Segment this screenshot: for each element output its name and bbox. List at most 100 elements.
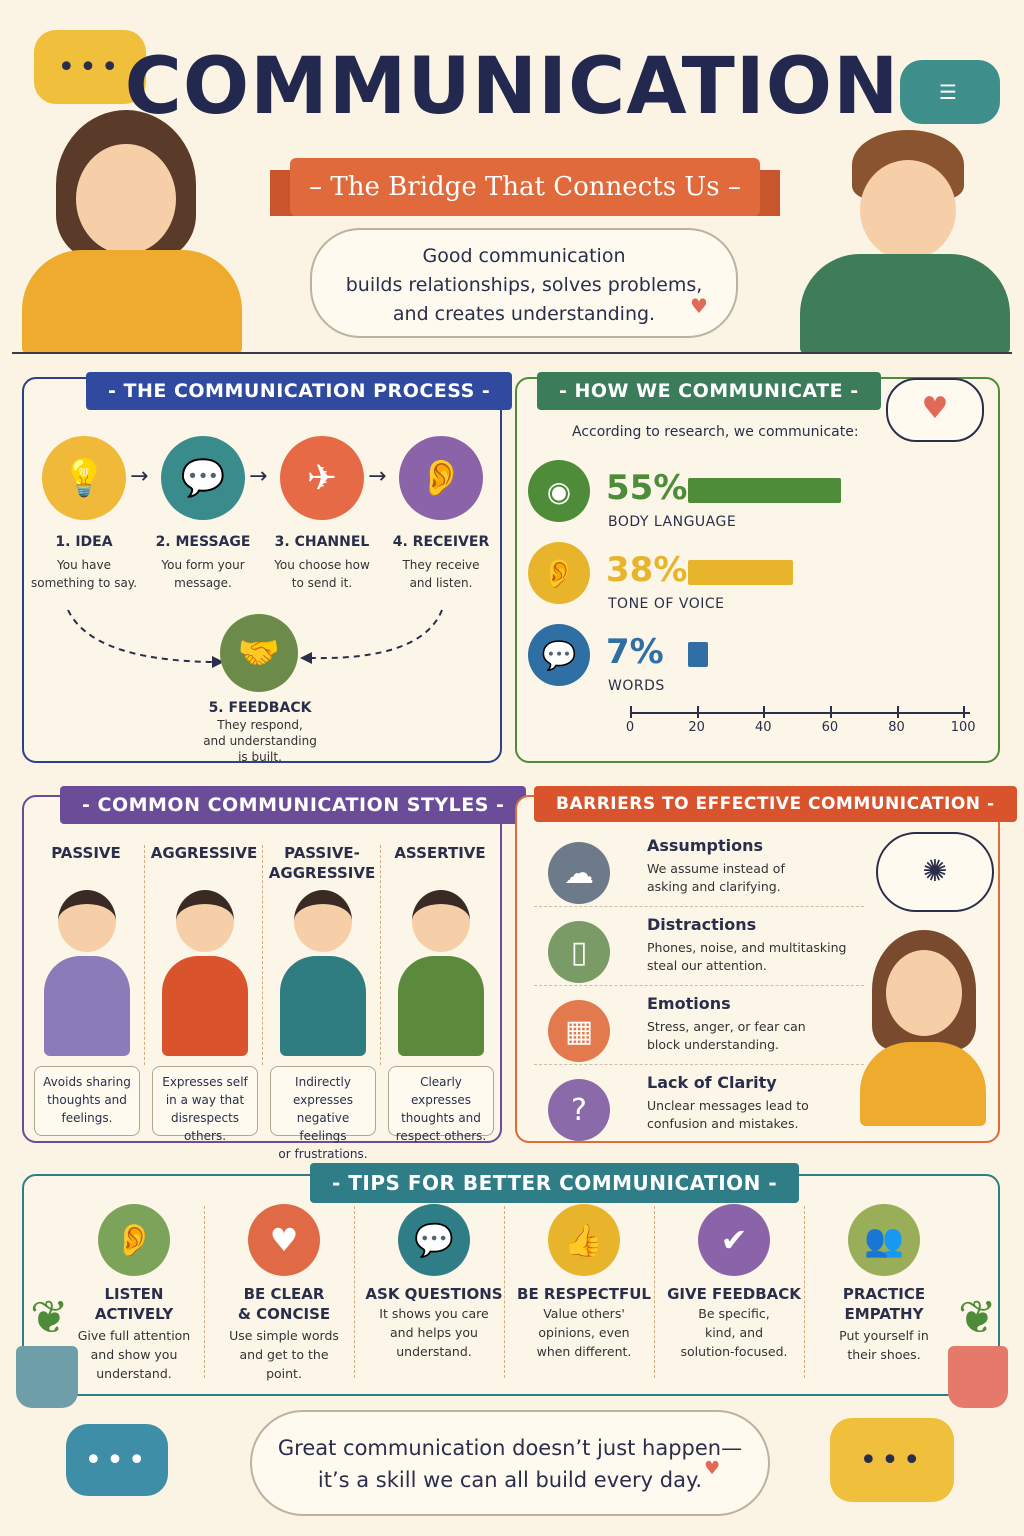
paper-plane-icon: ✈ (280, 436, 364, 520)
style-divider (262, 845, 263, 1065)
tip-title: BE RESPECTFUL (517, 1285, 651, 1303)
thinking-girl-illustration (860, 930, 986, 1126)
style-description-card: Expresses self in a way that disrespects o… (152, 1066, 258, 1143)
intro-speech-bubble: Good communication builds relationships,… (310, 228, 738, 338)
speech-bubble-icon: 💬 (161, 436, 245, 520)
tip-divider (654, 1206, 655, 1378)
step-label: 1. IDEA (55, 534, 113, 550)
tip-title-2: EMPATHY (844, 1305, 924, 1323)
tip-title-2: ACTIVELY (94, 1305, 174, 1323)
phone-icon: ▯ (548, 921, 610, 983)
feedback-label: 5. FEEDBACK (208, 700, 312, 716)
teal-speech-bubble-icon: ☰ (900, 60, 1000, 124)
tip-title-2: & CONCISE (237, 1305, 331, 1323)
barrier-desc-1: Stress, anger, or fear can (647, 1019, 806, 1034)
bar (688, 560, 794, 585)
tick-label: 100 (950, 720, 976, 735)
tip-divider (804, 1206, 805, 1378)
girl-illustration (12, 110, 272, 354)
thought-bubble-icon: ✺ (876, 832, 994, 912)
tick-label: 80 (888, 720, 905, 735)
yellow-bottom-bubble-icon: ••• (830, 1418, 954, 1502)
style-person-illustration (280, 890, 366, 1060)
tip-desc-line: and get to the (239, 1347, 329, 1362)
category-label: BODY LANGUAGE (608, 514, 737, 530)
tip-desc-line: and helps you (390, 1325, 478, 1340)
tip-desc-line: solution-focused. (680, 1344, 788, 1359)
tips-title: - TIPS FOR BETTER COMMUNICATION - (310, 1163, 800, 1203)
ear-icon: 👂 (98, 1204, 170, 1276)
speech-bubble-icon: 💬 (398, 1204, 470, 1276)
axis-tick (963, 706, 966, 718)
style-description-card: Clearly expresses thoughts and respect oth… (388, 1066, 494, 1143)
lightbulb-icon: 💡 (42, 436, 126, 520)
plant-left-icon: ❦ (8, 1290, 88, 1410)
tip-divider (354, 1206, 355, 1378)
axis-tick (630, 706, 632, 718)
step-desc-2: message. (174, 576, 232, 590)
style-description-card: Indirectly expresses negative feelings or … (270, 1066, 376, 1161)
chart-axis (630, 712, 970, 714)
people-icon: 👥 (848, 1204, 920, 1276)
axis-tick (763, 706, 766, 718)
style-divider (144, 845, 145, 1065)
header-divider (12, 352, 1012, 354)
step-desc-1: You form your (161, 558, 245, 572)
intro-line-1: Good communication (422, 245, 626, 267)
tip-title: LISTEN (104, 1285, 164, 1303)
barrier-desc-1: Unclear messages lead to (647, 1098, 809, 1113)
bar (688, 478, 841, 503)
step-label: 4. RECEIVER (392, 534, 490, 550)
style-person-illustration (398, 890, 484, 1060)
step-label: 2. MESSAGE (155, 534, 251, 550)
step-desc-1: They receive (402, 558, 480, 572)
tick-label: 40 (754, 720, 772, 735)
tip-desc-line: Be specific, (698, 1306, 770, 1321)
barrier-divider (534, 1064, 864, 1065)
checkmark-icon: ✔ (698, 1204, 770, 1276)
styles-title: - COMMON COMMUNICATION STYLES - (60, 786, 527, 824)
style-name: ASSERTIVE (394, 844, 486, 862)
how-intro: According to research, we communicate: (572, 424, 859, 440)
speech-bubble-icon: 💬 (528, 624, 590, 686)
teal-bottom-bubble-icon: ••• (66, 1424, 168, 1496)
intro-line-3: and creates understanding. (392, 303, 656, 325)
style-desc-line: or frustrations. (278, 1147, 368, 1161)
style-desc-line: respect others. (395, 1129, 487, 1143)
footer-heart-icon: ♥ (704, 1458, 721, 1479)
style-name: PASSIVE (51, 844, 121, 862)
feedback-desc-1: They respond, (217, 718, 303, 732)
barrier-name: Emotions (647, 994, 731, 1013)
barrier-name: Distractions (647, 915, 757, 934)
barrier-desc-2: block understanding. (647, 1037, 779, 1052)
feedback-arrows (67, 609, 443, 668)
step-desc-1: You choose how (274, 558, 370, 572)
boy-illustration (790, 130, 1010, 354)
style-person-illustration (162, 890, 248, 1060)
tip-desc-line: opinions, even (538, 1325, 630, 1340)
tip-divider (204, 1206, 205, 1378)
subtitle-ribbon: – The Bridge That Connects Us – (270, 158, 780, 216)
tip-desc-line: and show you (90, 1347, 178, 1362)
style-desc-line: Expresses self (162, 1075, 248, 1089)
tick-label: 60 (821, 720, 839, 735)
tick-label: 0 (625, 720, 635, 735)
style-desc-line: Clearly expresses (410, 1075, 472, 1107)
question-icon: ? (548, 1079, 610, 1141)
tip-desc-line: when different. (536, 1344, 632, 1359)
barrier-name: Lack of Clarity (647, 1073, 777, 1092)
style-desc-line: feelings. (61, 1111, 113, 1125)
tip-desc-line: kind, and (704, 1325, 764, 1340)
tip-title: ASK QUESTIONS (365, 1285, 503, 1303)
tip-desc-line: understand. (396, 1344, 472, 1359)
style-divider (380, 845, 381, 1065)
barrier-desc-1: Phones, noise, and multitasking (647, 940, 847, 955)
style-name: AGGRESSIVE (150, 844, 258, 862)
step-label: 3. CHANNEL (274, 534, 370, 550)
style-desc-line: thoughts and (47, 1093, 127, 1107)
style-description-card: Avoids sharing thoughts and feelings. (34, 1066, 140, 1136)
handshake-icon: 🤝 (220, 614, 298, 692)
value-label: 55% (606, 468, 688, 508)
footer-line-1: Great communication doesn’t just happen— (277, 1436, 743, 1460)
style-name: PASSIVE- (284, 844, 360, 862)
